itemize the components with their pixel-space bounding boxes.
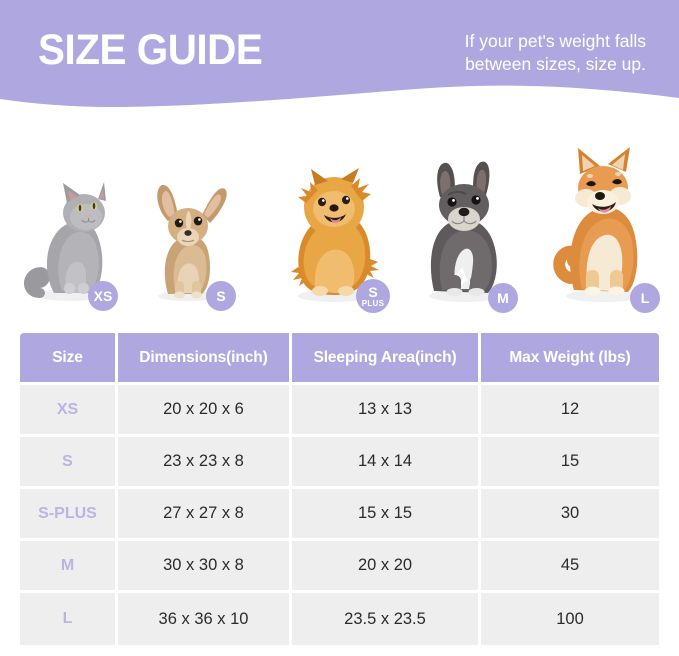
size-badge-l-label: L [640, 290, 650, 306]
shiba-inu-illustration [553, 147, 642, 302]
column-header-sleeping-area: Sleeping Area(inch) [292, 333, 481, 385]
cell-sleeping-area: 13 x 13 [292, 385, 481, 437]
cell-sleeping-area: 23.5 x 23.5 [292, 593, 481, 645]
size-badge-s: S [206, 281, 236, 311]
cat-illustration [24, 182, 106, 301]
size-badge-m-label: M [497, 290, 509, 306]
column-header-dimensions: Dimensions(inch) [118, 333, 292, 385]
size-badge-s-plus-label: S [368, 283, 378, 300]
cell-dimensions: 36 x 36 x 10 [118, 593, 292, 645]
cell-sleeping-area: 14 x 14 [292, 437, 481, 489]
cell-size: S-PLUS [20, 489, 118, 541]
table-row: L 36 x 36 x 10 23.5 x 23.5 100 [20, 593, 659, 645]
subtitle-line-1: If your pet's weight falls [464, 31, 646, 51]
page-title: SIZE GUIDE [38, 26, 263, 74]
header-subtitle: If your pet's weight falls between sizes… [346, 30, 646, 76]
table-row: S 23 x 23 x 8 14 x 14 15 [20, 437, 659, 489]
size-badge-s-plus-sublabel: PLUS [361, 298, 385, 308]
cell-size: XS [20, 385, 118, 437]
cell-size: L [20, 593, 118, 645]
size-badge-s-plus: S PLUS [356, 279, 390, 313]
page-header: SIZE GUIDE If your pet's weight falls be… [0, 0, 679, 120]
size-badge-m: M [488, 283, 518, 313]
cell-max-weight: 45 [481, 541, 659, 593]
pomeranian-illustration [291, 168, 379, 302]
cell-sleeping-area: 20 x 20 [292, 541, 481, 593]
cell-dimensions: 27 x 27 x 8 [118, 489, 292, 541]
table-row: S-PLUS 27 x 27 x 8 15 x 15 30 [20, 489, 659, 541]
column-header-size: Size [20, 333, 118, 385]
table-header-row: Size Dimensions(inch) Sleeping Area(inch… [20, 333, 659, 385]
pet-item-s: S [140, 110, 236, 325]
cell-size: S [20, 437, 118, 489]
cell-dimensions: 23 x 23 x 8 [118, 437, 292, 489]
cell-sleeping-area: 15 x 15 [292, 489, 481, 541]
chihuahua-illustration [157, 184, 227, 301]
column-header-max-weight: Max Weight (lbs) [481, 333, 659, 385]
pet-item-xs: XS [18, 110, 122, 325]
size-badge-xs-label: XS [93, 288, 113, 304]
french-bulldog-illustration [429, 161, 501, 302]
cell-size: M [20, 541, 118, 593]
pet-illustration-row: XS [0, 110, 679, 325]
pet-item-s-plus: S PLUS [278, 110, 390, 325]
cell-dimensions: 20 x 20 x 6 [118, 385, 292, 437]
size-badge-xs: XS [88, 281, 118, 311]
header-wave-shape [0, 0, 679, 107]
cell-max-weight: 15 [481, 437, 659, 489]
size-table: Size Dimensions(inch) Sleeping Area(inch… [20, 333, 659, 645]
cell-max-weight: 30 [481, 489, 659, 541]
table-row: M 30 x 30 x 8 20 x 20 45 [20, 541, 659, 593]
pet-item-l: L [548, 110, 660, 325]
size-badge-s-label: S [216, 288, 226, 304]
cell-dimensions: 30 x 30 x 8 [118, 541, 292, 593]
cell-max-weight: 100 [481, 593, 659, 645]
subtitle-line-2: between sizes, size up. [465, 54, 646, 74]
table-row: XS 20 x 20 x 6 13 x 13 12 [20, 385, 659, 437]
cell-max-weight: 12 [481, 385, 659, 437]
size-badge-l: L [630, 283, 660, 313]
pet-item-m: M [412, 110, 518, 325]
